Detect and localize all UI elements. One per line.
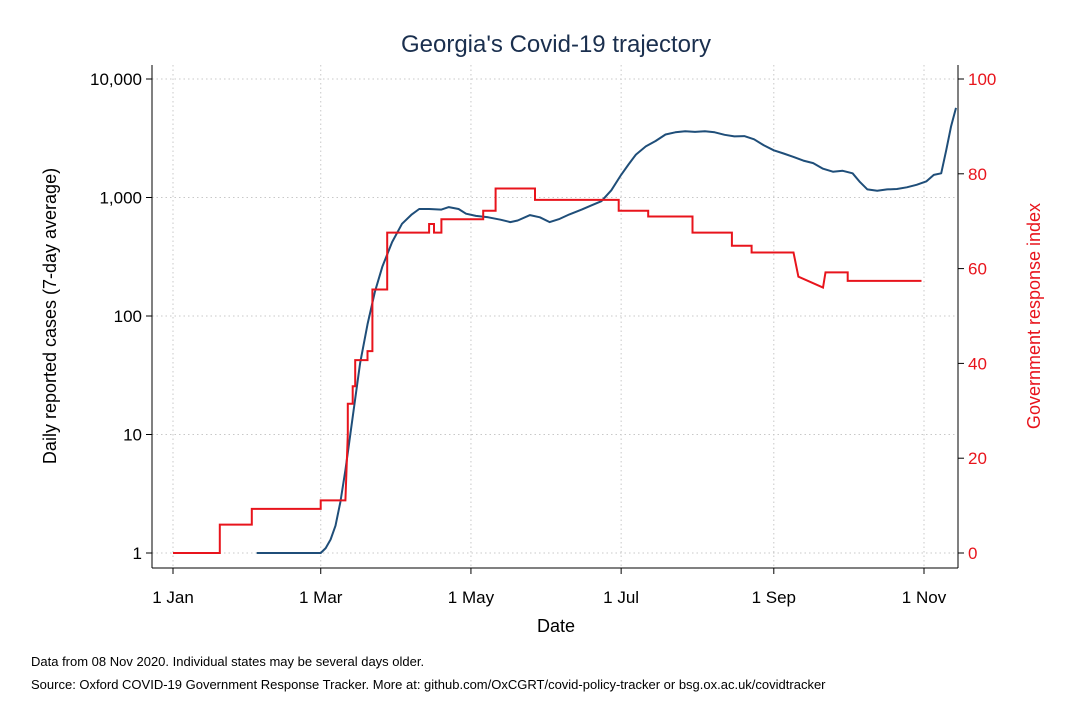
x-tick-label: 1 Mar [299,588,343,607]
right-tick-label: 100 [968,70,996,89]
x-tick-label: 1 Nov [902,588,947,607]
right-tick-label: 20 [968,449,987,468]
left-tick-label: 10,000 [90,70,142,89]
x-tick-label: 1 Jul [603,588,639,607]
right-tick-label: 40 [968,354,987,373]
right-tick-label: 80 [968,165,987,184]
left-tick-label: 1 [133,544,142,563]
chart-title: Georgia's Covid-19 trajectory [401,31,711,58]
chart: Georgia's Covid-19 trajectory 1 10 100 1,00… [40,31,1044,636]
response-index-series-line [173,187,922,554]
right-axis-label: Government response index [1024,203,1044,429]
left-axis: 1 10 100 1,000 10,000 [90,65,153,568]
left-tick-label: 10 [123,426,142,445]
right-tick-label: 60 [968,260,987,279]
footnote-data-date: Data from 08 Nov 2020. Individual states… [31,654,425,669]
series-layer [173,107,957,554]
left-axis-label: Daily reported cases (7-day average) [40,168,60,464]
cases-series-line [256,107,957,554]
right-axis: 0 20 40 60 80 100 [957,65,996,568]
grid-lines [152,65,958,568]
footnote-source: Source: Oxford COVID-19 Government Respo… [31,677,826,692]
x-tick-label: 1 Jan [152,588,194,607]
x-tick-label: 1 Sep [752,588,796,607]
right-tick-label: 0 [968,544,977,563]
x-axis-label: Date [537,616,575,636]
left-tick-label: 1,000 [99,189,142,208]
left-tick-label: 100 [114,307,142,326]
x-tick-label: 1 May [448,588,495,607]
x-axis: 1 Jan 1 Mar 1 May 1 Jul 1 Sep 1 Nov [152,567,958,607]
